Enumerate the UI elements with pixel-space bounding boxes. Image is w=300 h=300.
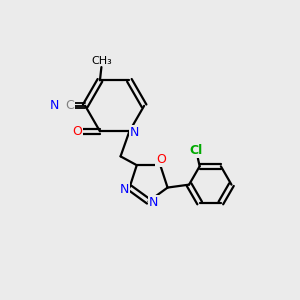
Text: Cl: Cl (190, 144, 203, 157)
Text: N: N (50, 99, 59, 112)
Text: C: C (65, 99, 74, 112)
Text: CH₃: CH₃ (91, 56, 112, 66)
Text: N: N (119, 182, 129, 196)
Text: N: N (149, 196, 158, 209)
Text: N: N (130, 126, 139, 139)
Text: O: O (156, 153, 166, 166)
Text: O: O (72, 125, 82, 138)
